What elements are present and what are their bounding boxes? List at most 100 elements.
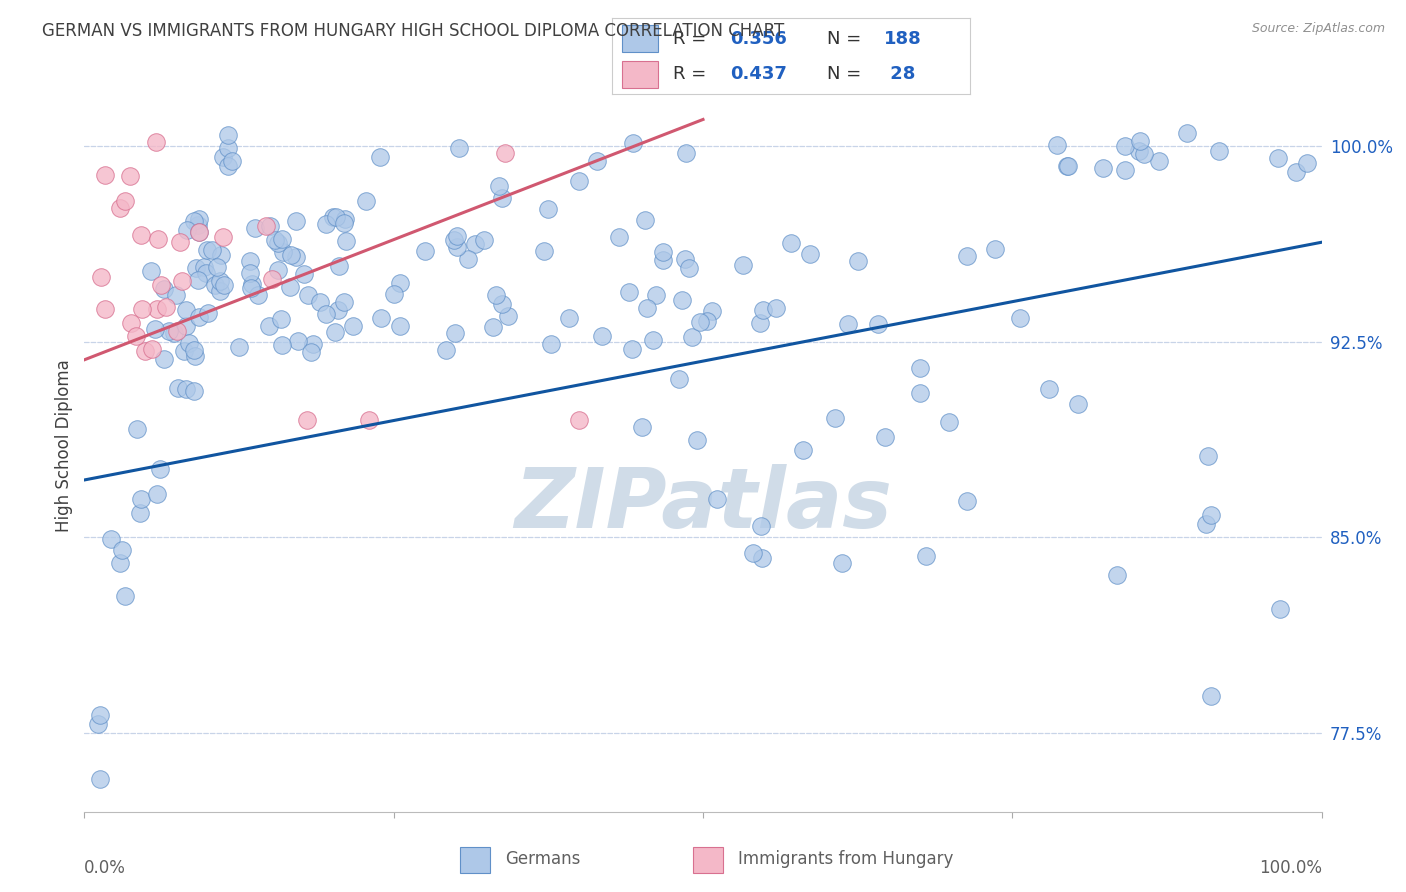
Text: Immigrants from Hungary: Immigrants from Hungary (738, 849, 953, 868)
Point (488, 179, 510, 194)
Point (368, 150, 391, 164)
Point (332, 295, 354, 310)
FancyBboxPatch shape (460, 847, 491, 872)
Point (187, 273, 209, 287)
Point (228, 340, 250, 354)
Point (1175, 126, 1198, 140)
Point (315, 217, 337, 231)
Point (205, 260, 228, 274)
Point (1197, 449, 1219, 463)
Point (264, 233, 287, 247)
FancyBboxPatch shape (693, 847, 723, 872)
Point (446, 240, 468, 254)
Point (1267, 151, 1289, 165)
Point (285, 250, 308, 264)
Text: 0.437: 0.437 (730, 65, 787, 83)
Text: R =: R = (672, 65, 711, 83)
Point (212, 150, 235, 164)
Point (382, 286, 405, 301)
Point (765, 301, 787, 315)
Point (143, 322, 166, 336)
Point (197, 306, 219, 320)
Text: GERMAN VS IMMIGRANTS FROM HUNGARY HIGH SCHOOL DIPLOMA CORRELATION CHART: GERMAN VS IMMIGRANTS FROM HUNGARY HIGH S… (42, 22, 785, 40)
Point (129, 227, 152, 242)
Point (157, 324, 180, 338)
Point (751, 519, 773, 533)
Point (388, 277, 411, 291)
Point (446, 229, 468, 244)
Point (87, 716, 110, 731)
Point (681, 330, 703, 344)
Point (118, 169, 141, 183)
Point (152, 351, 174, 366)
Point (139, 264, 162, 278)
Text: R =: R = (672, 29, 711, 47)
Point (686, 433, 709, 447)
Point (131, 301, 153, 316)
Point (491, 190, 513, 204)
Point (568, 413, 591, 427)
Point (209, 274, 232, 288)
Point (153, 282, 176, 296)
Point (689, 315, 711, 329)
Y-axis label: High School Diploma: High School Diploma (55, 359, 73, 533)
Point (700, 303, 723, 318)
Text: 100.0%: 100.0% (1258, 859, 1322, 877)
Point (496, 309, 519, 323)
Point (128, 506, 150, 520)
Point (586, 154, 609, 169)
Point (668, 372, 690, 386)
Point (671, 293, 693, 307)
Point (204, 278, 226, 293)
FancyBboxPatch shape (623, 61, 658, 87)
Point (356, 194, 378, 209)
Point (270, 232, 292, 246)
Point (799, 247, 821, 261)
Point (824, 410, 846, 425)
Point (434, 343, 457, 357)
Point (748, 316, 770, 330)
Point (271, 244, 294, 259)
Point (302, 337, 325, 351)
Point (328, 259, 350, 273)
Text: Germans: Germans (506, 849, 581, 868)
Point (636, 301, 658, 315)
Point (309, 295, 332, 310)
Point (568, 174, 591, 188)
Point (173, 344, 195, 359)
Point (533, 244, 555, 258)
Point (194, 267, 217, 281)
Point (558, 310, 581, 325)
Point (1149, 154, 1171, 169)
Text: N =: N = (827, 29, 866, 47)
Point (1128, 145, 1150, 159)
Point (129, 491, 152, 506)
Point (114, 589, 136, 603)
Point (644, 288, 666, 302)
Point (146, 301, 169, 316)
Point (607, 230, 630, 244)
Point (447, 141, 470, 155)
Text: 188: 188 (884, 29, 922, 47)
Text: 0.0%: 0.0% (84, 859, 127, 877)
Point (342, 319, 364, 334)
Point (1105, 567, 1128, 582)
Point (673, 252, 696, 266)
Point (184, 260, 207, 275)
Point (257, 319, 280, 334)
Point (491, 297, 513, 311)
Point (914, 549, 936, 563)
Point (1114, 163, 1136, 178)
Point (187, 212, 209, 227)
Point (696, 314, 718, 328)
Point (652, 245, 675, 260)
Point (284, 213, 307, 227)
Point (170, 274, 193, 288)
Point (176, 223, 198, 237)
Point (183, 384, 205, 398)
Point (1114, 138, 1136, 153)
Point (155, 300, 177, 314)
Point (100, 533, 122, 547)
Text: N =: N = (827, 65, 866, 83)
Point (751, 550, 773, 565)
